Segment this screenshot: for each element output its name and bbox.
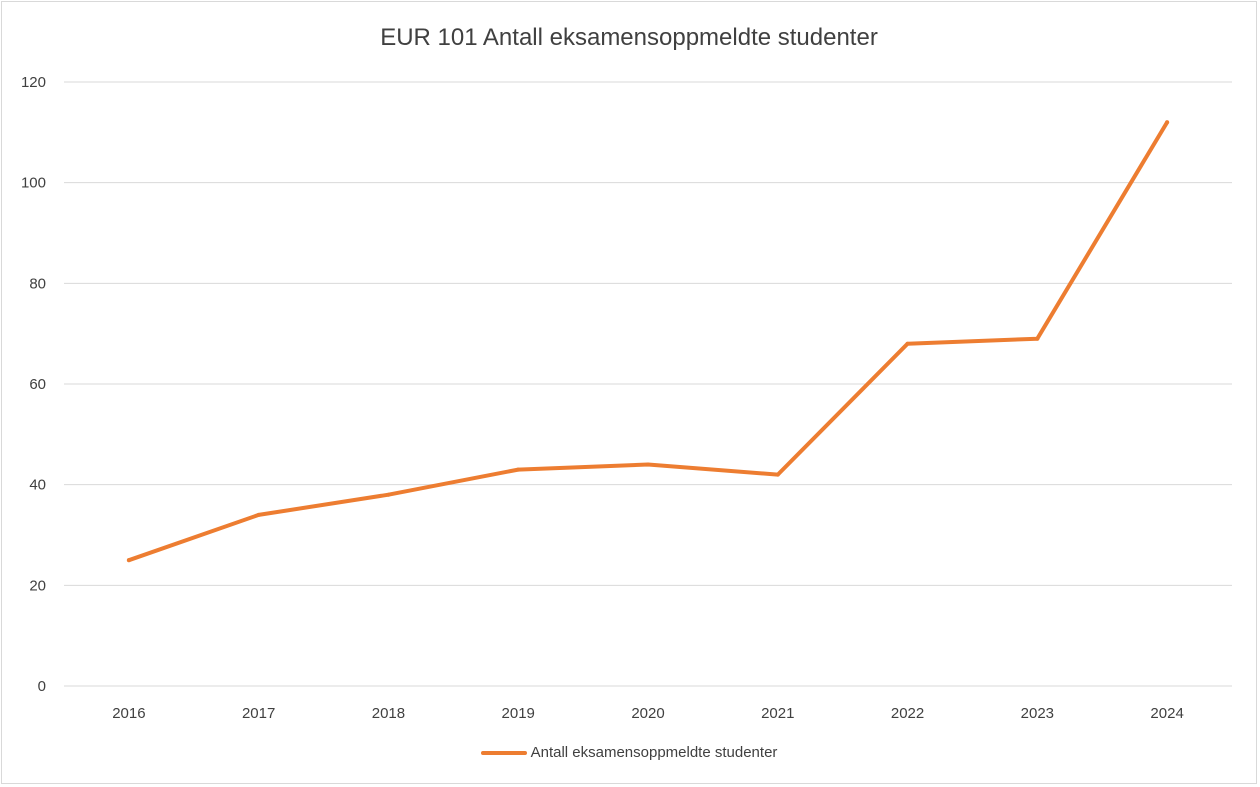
y-tick-label-0: 0: [38, 678, 46, 695]
data-point-2016: [126, 558, 131, 563]
gridlines: [64, 81, 1232, 687]
legend: Antall eksamensoppmeldte studenter: [2, 744, 1256, 761]
x-axis-ticks: 2016 2017 2018 2019 2020 2021 2022 2023 2024: [112, 705, 1184, 722]
data-point-2023: [1035, 336, 1040, 341]
x-tick-label-2020: 2020: [631, 705, 664, 722]
series-layer: [126, 120, 1170, 563]
x-tick-label-2023: 2023: [1021, 705, 1054, 722]
x-tick-label-2022: 2022: [891, 705, 924, 722]
y-tick-label-20: 20: [29, 577, 46, 594]
data-point-2020: [646, 462, 650, 467]
data-point-2019: [516, 467, 521, 472]
series-line-0: [126, 120, 1170, 563]
x-tick-label-2018: 2018: [372, 705, 405, 722]
data-point-2022: [905, 341, 910, 346]
x-tick-label-2019: 2019: [502, 705, 535, 722]
x-tick-label-2021: 2021: [761, 705, 794, 722]
y-tick-label-100: 100: [21, 175, 46, 192]
data-point-2017: [256, 512, 261, 517]
data-point-2018: [386, 492, 391, 497]
y-tick-label-80: 80: [29, 275, 46, 292]
y-tick-label-60: 60: [29, 376, 46, 393]
data-point-2021: [775, 472, 780, 477]
legend-label: Antall eksamensoppmeldte studenter: [530, 744, 778, 761]
x-tick-label-2017: 2017: [242, 705, 275, 722]
chart-title: EUR 101 Antall eksamensoppmeldte student…: [380, 24, 878, 51]
x-tick-label-2016: 2016: [112, 705, 145, 722]
y-tick-label-120: 120: [21, 74, 46, 91]
y-axis-ticks: 0 20 40 60 80 100 120: [21, 74, 46, 695]
y-tick-label-40: 40: [29, 477, 46, 494]
data-point-2024: [1165, 120, 1170, 125]
legend-swatch: [480, 750, 527, 755]
x-tick-label-2024: 2024: [1150, 705, 1183, 722]
